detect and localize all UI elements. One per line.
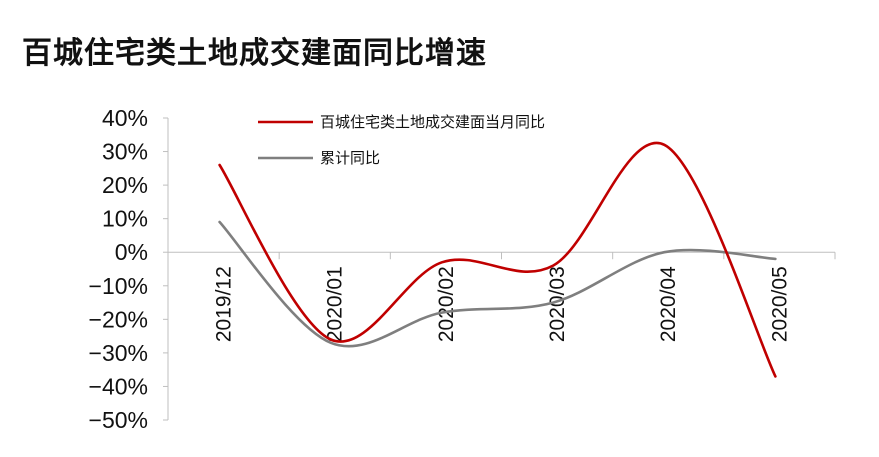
x-category-label: 2020/04 (657, 266, 680, 342)
y-tick-label: 0% (115, 239, 148, 265)
x-category-label: 2019/12 (213, 266, 236, 342)
legend-label: 累计同比 (320, 149, 380, 167)
y-tick-label: 20% (102, 172, 148, 198)
legend-label: 百城住宅类土地成交建面当月同比 (320, 113, 545, 131)
y-tick-label: −20% (89, 306, 148, 332)
x-category-label: 2020/03 (546, 266, 569, 342)
series-line-0 (218, 141, 777, 378)
x-category-label: 2020/02 (435, 266, 458, 342)
y-tick-label: −50% (89, 407, 148, 433)
x-category-label: 2020/05 (768, 266, 791, 342)
x-category-label: 2020/01 (324, 266, 347, 342)
x-axis-categories: 2019/12 2020/01 2020/02 2020/03 2020/04 2020/… (213, 266, 792, 342)
y-tick-label: 30% (102, 139, 148, 165)
y-tick-label: −30% (89, 340, 148, 366)
series-lines (218, 141, 777, 378)
y-tick-label: 10% (102, 206, 148, 232)
y-tick-label: 40% (102, 105, 148, 131)
y-axis-ticks: 40% 30% 20% 10% 0% −10% −20% −30% −40% −50% (89, 105, 168, 433)
y-tick-label: −10% (89, 273, 148, 299)
series-line-1 (218, 220, 777, 348)
axes (167, 118, 836, 420)
chart-title: 百城住宅类土地成交建面同比增速 (22, 36, 487, 71)
y-tick-label: −40% (89, 373, 148, 399)
